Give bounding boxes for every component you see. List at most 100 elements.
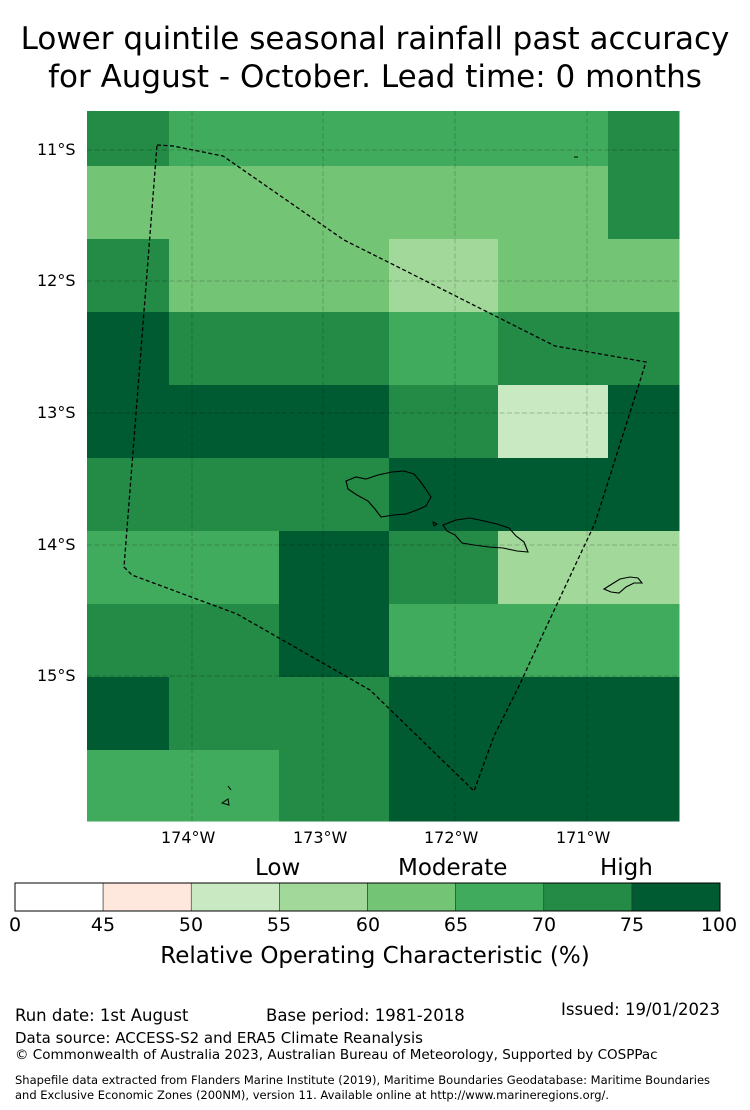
roc-cell [498, 239, 609, 313]
roc-cell [389, 166, 499, 240]
colorbar-word-high: High [600, 855, 653, 881]
roc-cell [279, 604, 390, 678]
roc-cell [87, 385, 170, 459]
roc-cell [87, 166, 170, 240]
map-title-line-2: for August - October. Lead time: 0 month… [48, 59, 702, 95]
roc-cell [87, 677, 170, 751]
colorbar-tick-45: 45 [90, 914, 116, 936]
roc-cell [87, 111, 170, 167]
roc-cell [169, 531, 280, 605]
colorbar-tick-60: 60 [355, 914, 381, 936]
colorbar-tick-65: 65 [443, 914, 469, 936]
run-date: Run date: 1st August [15, 1006, 189, 1025]
lon-label-172w: 172°W [424, 828, 479, 847]
roc-cell [279, 239, 390, 313]
roc-cell [498, 385, 609, 459]
colorbar-segment [455, 882, 545, 912]
islet-outline [227, 785, 232, 791]
roc-cell [498, 604, 609, 678]
lon-label-174w: 174°W [161, 828, 216, 847]
roc-cell [608, 458, 680, 532]
eez-boundary [123, 144, 647, 793]
lat-label-12s: 12°S [37, 271, 76, 290]
roc-cell [389, 458, 499, 532]
roc-cell [169, 750, 280, 822]
roc-cell [169, 458, 280, 532]
copyright: © Commonwealth of Australia 2023, Austra… [15, 1047, 658, 1063]
roc-cell [169, 385, 280, 459]
roc-cell [169, 312, 280, 386]
tutuila-island-outline [602, 576, 644, 594]
roc-cell [608, 604, 680, 678]
colorbar-tick-55: 55 [266, 914, 292, 936]
colorbar-tick-50: 50 [178, 914, 204, 936]
roc-cell [279, 458, 390, 532]
colorbar-segment [279, 882, 368, 912]
colorbar-tick-0: 0 [8, 914, 22, 936]
shapefile-credit-line-1: Shapefile data extracted from Flanders M… [15, 1073, 711, 1087]
roc-cell [498, 750, 609, 822]
lat-label-13s: 13°S [37, 403, 76, 422]
roc-cell [87, 750, 170, 822]
roc-cell [608, 111, 680, 167]
roc-cell [389, 531, 499, 605]
roc-cell [389, 312, 499, 386]
issued-date: Issued: 19/01/2023 [561, 1000, 721, 1019]
roc-cell [498, 111, 609, 167]
roc-cell [279, 385, 390, 459]
roc-cell [169, 166, 280, 240]
roc-cell [389, 604, 499, 678]
roc-cell [608, 312, 680, 386]
roc-cell [608, 677, 680, 751]
colorbar-label: Relative Operating Characteristic (%) [160, 943, 590, 969]
islet-outline [220, 798, 230, 806]
shapefile-credit-line-2: and Exclusive Economic Zones (200NM), ve… [15, 1088, 610, 1102]
savaii-island-outline [345, 470, 432, 518]
colorbar-word-moderate: Moderate [398, 855, 508, 881]
lat-label-15s: 15°S [37, 666, 76, 685]
roc-cell [87, 531, 170, 605]
roc-cell [279, 750, 390, 822]
roc-cell [608, 750, 680, 822]
colorbar-segment [367, 882, 456, 912]
roc-cell [498, 677, 609, 751]
data-source: Data source: ACCESS-S2 and ERA5 Climate … [15, 1029, 423, 1047]
lat-label-11s: 11°S [37, 140, 76, 159]
roc-cell [389, 111, 499, 167]
roc-cell [279, 111, 390, 167]
roc-cell [87, 239, 170, 313]
colorbar-segment [543, 882, 633, 912]
upolu-island-outline [442, 517, 529, 553]
colorbar-tick-75: 75 [619, 914, 645, 936]
roc-cell [389, 385, 499, 459]
colorbar-segment [14, 882, 104, 912]
roc-cell [498, 531, 609, 605]
colorbar-segment [102, 882, 192, 912]
colorbar-tick-100: 100 [700, 914, 738, 936]
roc-cell [169, 677, 280, 751]
roc-cell [87, 312, 170, 386]
roc-grid-cells [87, 111, 680, 822]
roc-cell [498, 312, 609, 386]
lat-label-14s: 14°S [37, 535, 76, 554]
base-period: Base period: 1981-2018 [266, 1006, 465, 1025]
lon-label-171w: 171°W [556, 828, 611, 847]
roc-cell [279, 312, 390, 386]
roc-cell [389, 677, 499, 751]
roc-cell [169, 604, 280, 678]
roc-cell [389, 239, 499, 313]
roc-cell [498, 166, 609, 240]
roc-cell [608, 166, 680, 240]
colorbar-word-low: Low [255, 855, 301, 881]
roc-cell [169, 239, 280, 313]
roc-cell [498, 458, 609, 532]
roc-cell [279, 531, 390, 605]
lon-label-173w: 173°W [293, 828, 348, 847]
roc-cell [87, 458, 170, 532]
colorbar-segment [631, 882, 721, 912]
roc-cell [279, 677, 390, 751]
islet-outline [432, 521, 438, 527]
roc-cell [608, 239, 680, 313]
